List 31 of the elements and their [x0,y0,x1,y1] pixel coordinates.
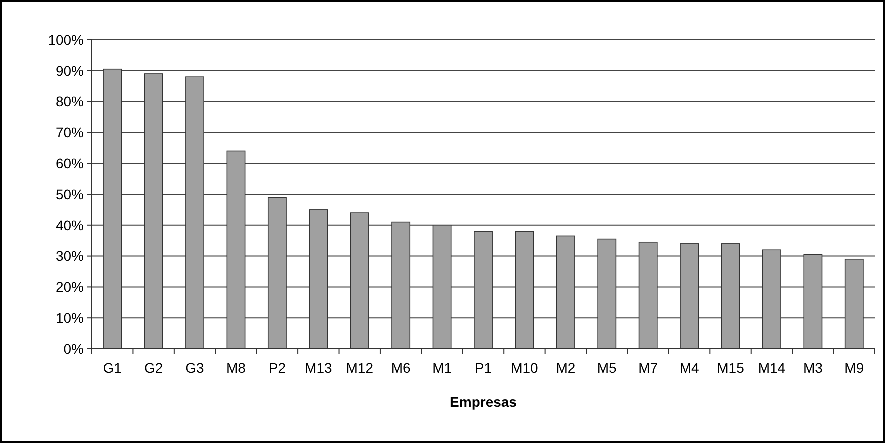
y-tick-label: 20% [56,279,84,296]
x-tick-label: M14 [758,360,786,376]
x-tick-label: G1 [103,360,122,376]
x-tick-label: M12 [346,360,374,376]
x-tick-label: M7 [638,360,658,376]
y-tick-label: 0% [64,340,84,357]
y-tick-label: 90% [56,62,84,79]
y-tick-label: 50% [56,186,84,202]
y-tick-label: 60% [56,156,84,172]
x-tick-label: M3 [803,360,824,376]
y-tick-label: 10% [56,310,84,326]
y-tick-label: 40% [56,217,84,234]
x-tick-label: M5 [597,360,618,376]
x-tick-label: M8 [226,360,246,376]
x-tick-label: G3 [186,360,205,376]
y-tick-label: 80% [56,94,84,110]
x-tick-label: M10 [511,360,539,376]
x-tick-label: G2 [144,360,164,376]
x-tick-label: P2 [268,360,286,376]
x-tick-label: M15 [717,360,745,376]
y-tick-label: 100% [48,32,84,48]
x-tick-label: P1 [474,360,492,376]
y-tick-label: 30% [56,248,84,264]
x-tick-label: M9 [844,360,864,376]
x-tick-label: M6 [391,360,412,376]
x-tick-label: M13 [305,360,332,376]
x-tick-label: M4 [680,360,700,376]
x-tick-label: M1 [432,360,452,376]
y-tick-label: 70% [56,124,84,141]
x-axis-title: Empresas [450,394,518,410]
x-tick-label: M2 [556,360,576,376]
